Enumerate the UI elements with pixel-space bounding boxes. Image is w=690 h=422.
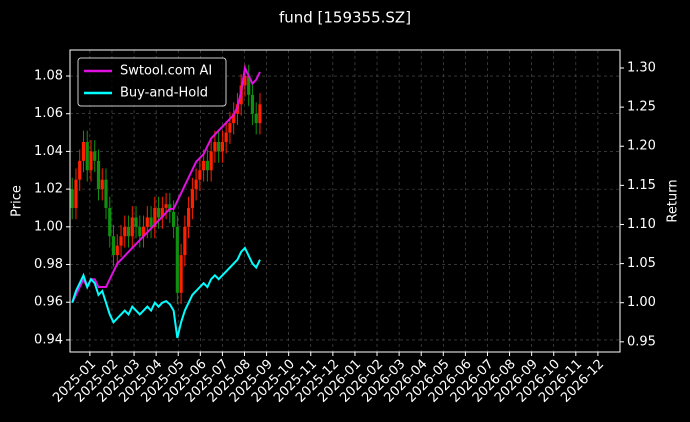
candle-body <box>74 179 78 208</box>
candle-body <box>175 226 179 293</box>
candle-body <box>160 207 164 218</box>
candle-body <box>85 141 89 171</box>
chart-title: fund [159355.SZ] <box>279 9 411 27</box>
candle-body <box>217 141 221 152</box>
y-tick-label: 1.04 <box>34 144 63 159</box>
y-tick-label: 0.94 <box>34 332 63 347</box>
y-tick-label: 0.96 <box>34 295 63 310</box>
y2-tick-label: 1.25 <box>627 100 656 115</box>
candle-body <box>164 204 168 208</box>
y2-tick-label: 1.20 <box>627 139 656 154</box>
y-tick-label: 1.00 <box>34 219 63 234</box>
legend-box <box>77 57 227 107</box>
candle-body <box>111 236 116 256</box>
y-tick-label: 1.02 <box>34 182 63 197</box>
y-tick-label: 0.98 <box>34 257 63 272</box>
candle-body <box>187 207 191 227</box>
candle-body <box>194 179 198 190</box>
candle-body <box>141 226 146 237</box>
candle-body <box>243 76 247 86</box>
series-line <box>71 64 261 304</box>
candle-body <box>156 207 161 218</box>
candle-body <box>250 94 255 114</box>
candle-body <box>213 141 217 152</box>
candle-body <box>190 189 194 208</box>
candle-body <box>81 141 86 161</box>
y2-tick-label: 1.05 <box>627 256 656 271</box>
y-axis-label: Price <box>10 185 25 217</box>
candle-body <box>78 160 82 180</box>
candle-body <box>153 207 157 227</box>
legend-label: Swtool.com AI <box>120 64 212 79</box>
candle-body <box>198 170 202 180</box>
candle-body <box>254 113 258 124</box>
candle-body <box>93 151 97 161</box>
series-line <box>71 246 261 339</box>
y2-tick-label: 1.00 <box>627 295 656 310</box>
candle-body <box>119 236 123 246</box>
candle-body <box>145 217 149 227</box>
candle-body <box>179 255 183 293</box>
legend-label: Buy-and-Hold <box>120 86 208 101</box>
candle-body <box>115 245 119 256</box>
plot-frame <box>69 49 621 353</box>
y-tick-label: 1.08 <box>34 69 63 84</box>
y2-tick-label: 0.95 <box>627 334 656 349</box>
y2-tick-label: 1.15 <box>627 178 656 193</box>
candle-body <box>149 217 153 227</box>
candle-body <box>96 160 101 190</box>
candle-body <box>183 226 187 256</box>
candle-body <box>108 207 112 237</box>
candle-body <box>130 217 134 237</box>
y2-tick-label: 1.30 <box>627 60 656 75</box>
candle-body <box>138 226 142 237</box>
candle-body <box>171 211 176 227</box>
candle-body <box>134 217 138 227</box>
candle-body <box>89 151 93 171</box>
candle-body <box>202 160 206 171</box>
candle-body <box>247 76 251 95</box>
candle-body <box>209 151 213 171</box>
candle-body <box>232 113 236 124</box>
y-tick-label: 1.06 <box>34 106 63 121</box>
candle-body <box>258 104 262 124</box>
candle-body <box>126 226 131 237</box>
candle-body <box>123 226 127 237</box>
candle-body <box>70 189 74 208</box>
candle-body <box>224 132 228 142</box>
candle-body <box>228 123 232 133</box>
candle-body <box>104 179 108 208</box>
candle-body <box>205 160 209 171</box>
candle-body <box>220 141 225 152</box>
y2-tick-label: 1.10 <box>627 217 656 232</box>
candle-body <box>100 179 104 190</box>
y2-axis-label: Return <box>666 179 681 222</box>
